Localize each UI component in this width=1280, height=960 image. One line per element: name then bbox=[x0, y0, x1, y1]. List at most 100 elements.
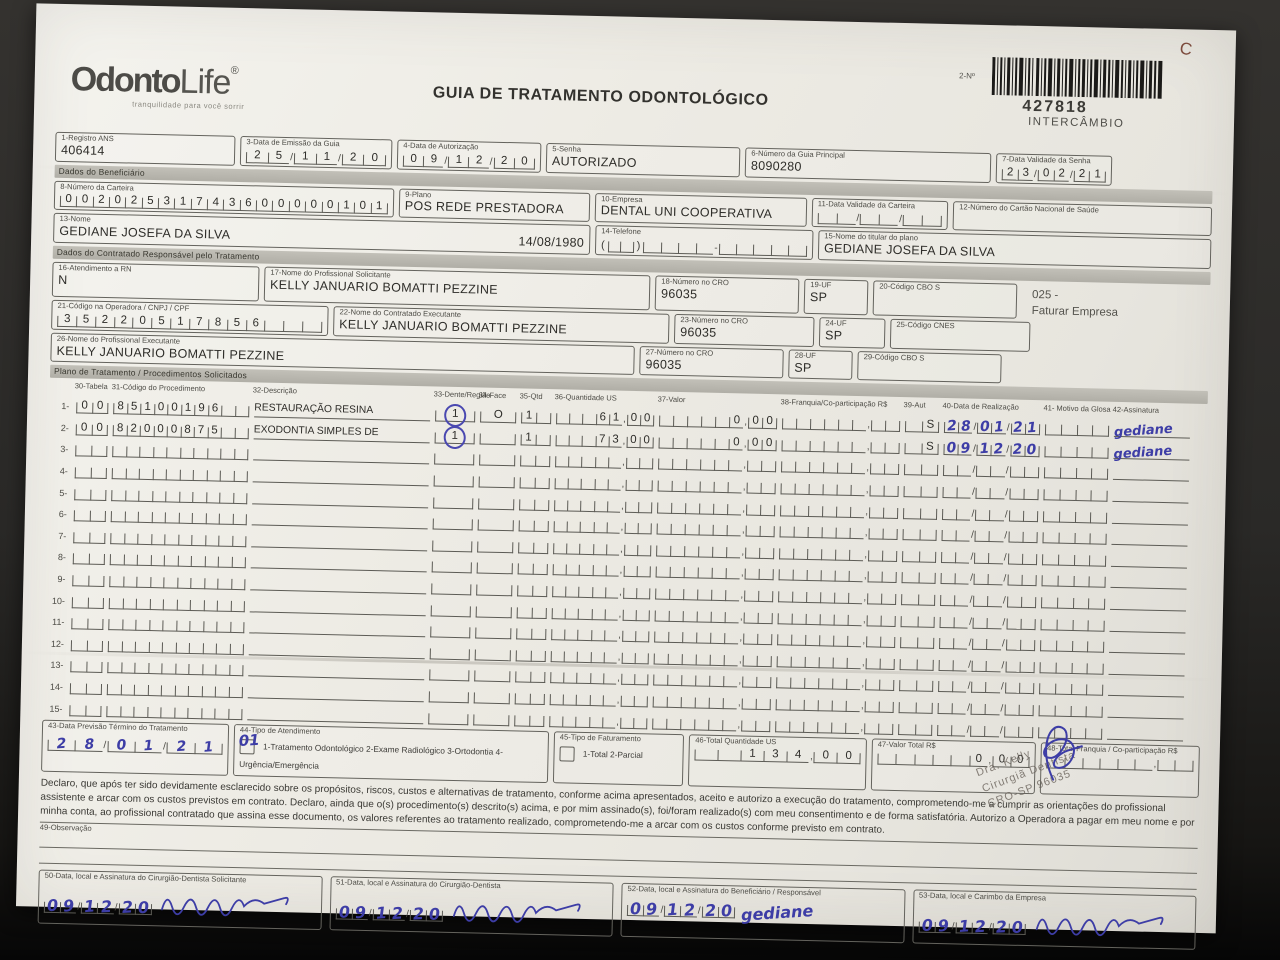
comb-cell bbox=[71, 596, 88, 609]
comb-cell: 2 bbox=[341, 151, 364, 166]
comb-cell bbox=[700, 438, 715, 450]
field-label: 29-Código CBO S bbox=[863, 352, 925, 363]
comb-cell bbox=[636, 566, 651, 578]
row-number: 6- bbox=[58, 509, 67, 520]
printed-digit: 0 bbox=[114, 194, 122, 207]
printed-digit: 0 bbox=[371, 151, 379, 164]
comb-cell: 4 bbox=[786, 749, 810, 764]
valor-comb: , bbox=[652, 714, 771, 732]
comb-cell bbox=[475, 627, 512, 640]
form-title: GUIA DE TRATAMENTO ODONTOLÓGICO bbox=[432, 84, 769, 109]
comb-cell bbox=[727, 503, 742, 516]
comb-cell bbox=[1006, 574, 1022, 587]
printed-digit: 2 bbox=[500, 154, 508, 167]
printed-digit: 8 bbox=[116, 422, 124, 435]
comb-cell bbox=[846, 679, 861, 691]
comb-cell bbox=[1009, 466, 1024, 479]
comb-cell bbox=[666, 718, 681, 730]
comb-cell bbox=[745, 525, 760, 538]
comb-cell bbox=[593, 522, 607, 534]
comb-cell: 2 bbox=[1010, 420, 1025, 436]
comb-cell bbox=[87, 575, 105, 587]
comb-cell bbox=[518, 520, 534, 532]
qtd-comb bbox=[519, 473, 550, 490]
comb-cell bbox=[1075, 468, 1092, 480]
comb-cell: 0 bbox=[363, 151, 387, 167]
comb-cell bbox=[869, 485, 884, 497]
comb-cell bbox=[974, 530, 990, 543]
col-header-qus: 36-Quantidade US bbox=[554, 391, 617, 403]
comb-cell bbox=[1040, 597, 1057, 609]
printed-digit: 0 bbox=[733, 414, 741, 427]
comb-cell: 0 bbox=[943, 440, 958, 456]
comb-cell bbox=[744, 590, 759, 602]
printed-digit: 9 bbox=[198, 402, 205, 415]
comb-cell bbox=[603, 630, 618, 642]
row-number: 3- bbox=[60, 444, 69, 455]
comb-cell bbox=[607, 457, 622, 470]
comb-cell bbox=[756, 677, 772, 689]
comb-cell bbox=[698, 546, 713, 558]
comb-cell bbox=[580, 500, 594, 512]
comb-cell bbox=[151, 490, 166, 502]
comb-cell bbox=[819, 635, 834, 647]
comb-cell bbox=[1039, 683, 1056, 695]
field-value: POS REDE PRESTADORA bbox=[404, 199, 564, 217]
comb-cell bbox=[218, 513, 233, 526]
comb-cell bbox=[1055, 662, 1072, 674]
comb-cell bbox=[623, 544, 638, 556]
comb-cell bbox=[122, 576, 137, 588]
motivo-glosa-comb bbox=[1044, 442, 1109, 459]
comb-cell bbox=[758, 590, 774, 603]
comb-cell bbox=[778, 591, 793, 603]
signature-box-cirurgiao: 51-Data, local e Assinatura do Cirurgião… bbox=[329, 876, 614, 937]
face-comb bbox=[479, 429, 516, 446]
comb-cell bbox=[680, 718, 695, 730]
comb-cell: 2 bbox=[992, 917, 1010, 937]
faturar-codigo: 025 - bbox=[1031, 289, 1059, 302]
printed-digit: 1 bbox=[525, 431, 532, 444]
comb-cell bbox=[761, 461, 777, 473]
printed-digit: 5 bbox=[211, 424, 218, 437]
franquia-comb: , bbox=[781, 415, 901, 433]
comb-cell bbox=[203, 599, 217, 612]
quantidade-us-comb: , bbox=[553, 517, 652, 535]
comb-cell bbox=[432, 540, 473, 553]
comb-cell bbox=[204, 556, 218, 568]
comb-cell: 0 bbox=[968, 753, 988, 768]
aut-comb bbox=[903, 482, 938, 498]
comb-cell bbox=[1023, 488, 1039, 501]
qtd-comb bbox=[515, 668, 546, 684]
comb-cell bbox=[879, 214, 899, 227]
comb-cell: 1 bbox=[134, 738, 163, 755]
comb-cell: 3 bbox=[608, 433, 622, 448]
comb-cell bbox=[652, 696, 667, 708]
comb-cell bbox=[833, 635, 848, 648]
comb-cell bbox=[695, 243, 714, 255]
comb-cell bbox=[835, 527, 850, 540]
comb-cell bbox=[753, 244, 772, 257]
comb-cell bbox=[622, 587, 637, 600]
comb-cell bbox=[667, 653, 682, 665]
comb-cell: 2 bbox=[971, 917, 989, 936]
comb-cell bbox=[868, 506, 884, 519]
printed-digit: 1 bbox=[177, 315, 184, 328]
codigo-procedimento-comb bbox=[106, 702, 243, 720]
dente-regiao-comb bbox=[431, 558, 472, 574]
comb-cell bbox=[188, 664, 203, 676]
comb-cell: 8 bbox=[112, 422, 127, 437]
comb-cell bbox=[85, 683, 103, 695]
comb-cell bbox=[219, 470, 234, 482]
comb-cell bbox=[134, 641, 149, 653]
assinatura-cell bbox=[1109, 593, 1187, 612]
comb-cell bbox=[151, 512, 165, 524]
field-contratado-executante: 22-Nome do Contratado Executante KELLY J… bbox=[332, 306, 670, 344]
assinatura-cell: gediane bbox=[1113, 442, 1190, 462]
dente-regiao-comb bbox=[434, 450, 475, 466]
comb-cell bbox=[621, 630, 636, 643]
comb-cell bbox=[755, 720, 771, 732]
comb-cell bbox=[589, 673, 604, 685]
comb-cell bbox=[666, 696, 681, 709]
